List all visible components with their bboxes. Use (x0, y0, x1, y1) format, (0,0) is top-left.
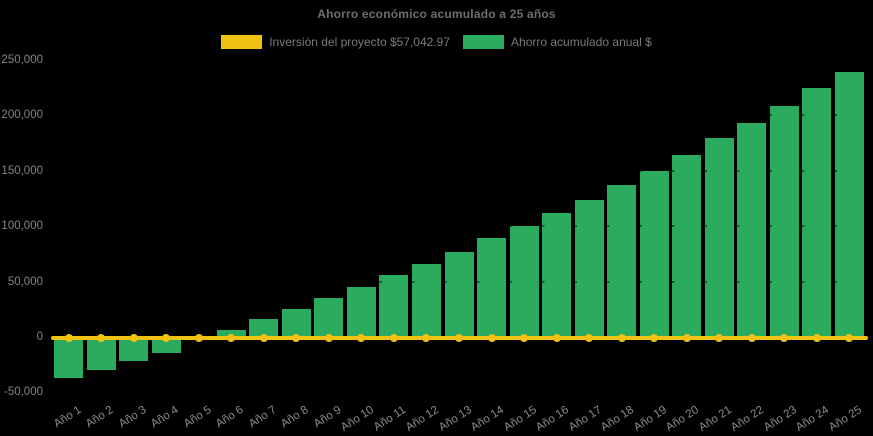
line-marker-ano-8 (292, 333, 301, 342)
line-marker-ano-13 (455, 333, 463, 342)
bar-ano-9 (314, 297, 344, 337)
x-axis-label-text: Año 3 (116, 404, 149, 431)
x-axis-label-text: Año 22 (729, 404, 767, 434)
x-axis-label-text: Año 12 (403, 404, 442, 434)
gridline (52, 169, 866, 172)
y-axis-label: 50,000 (7, 275, 43, 288)
x-axis-label-text: Año 7 (246, 404, 279, 431)
x-axis-label-text: Año 15 (501, 404, 539, 434)
x-axis-label-text: Año 17 (566, 404, 604, 434)
line-marker-ano-1 (64, 333, 73, 342)
line-marker-ano-9 (324, 333, 333, 342)
bar-ano-2 (86, 337, 116, 370)
bar-ano-18 (607, 185, 637, 337)
bar-ano-8 (281, 309, 311, 337)
bar-ano-1 (54, 337, 84, 379)
legend-label-investment: Inversión del proyecto $57,042.97 (269, 35, 451, 49)
line-marker-ano-24 (812, 333, 821, 342)
bar-ano-20 (672, 154, 702, 337)
line-marker-ano-25 (845, 333, 854, 342)
bar-ano-14 (477, 237, 507, 337)
line-marker-ano-12 (422, 333, 431, 342)
line-marker-ano-20 (682, 333, 691, 342)
chart-title: Ahorro económico acumulado a 25 años (317, 7, 556, 21)
x-axis-label-text: Año 18 (599, 404, 637, 434)
bar-ano-12 (411, 263, 441, 337)
bar-ano-24 (802, 88, 832, 337)
bar-ano-22 (737, 122, 767, 337)
x-axis-label-text: Año 8 (279, 404, 311, 431)
bar-ano-17 (574, 200, 604, 337)
legend-item-investment[interactable]: Inversión del proyecto $57,042.97 (221, 35, 450, 49)
gridline (52, 58, 866, 61)
y-axis-label: 100,000 (1, 220, 43, 233)
x-axis-label-text: Año 21 (696, 404, 734, 434)
line-marker-ano-17 (585, 333, 594, 342)
bar-ano-25 (834, 71, 864, 337)
x-axis-label-text: Año 25 (826, 404, 864, 434)
x-axis-label-text: Año 10 (338, 404, 376, 434)
line-marker-ano-2 (97, 333, 106, 342)
x-axis-label-text: Año 14 (468, 404, 507, 434)
line-marker-ano-16 (552, 333, 561, 342)
line-marker-ano-4 (162, 333, 171, 342)
y-axis-label: 250,000 (1, 53, 43, 66)
y-axis-label: -50,000 (3, 386, 43, 399)
line-marker-ano-21 (715, 333, 724, 342)
x-axis-label-text: Año 5 (181, 404, 214, 431)
chart-legend: Inversión del proyecto $57,042.97 Ahorro… (0, 35, 873, 49)
gridline (52, 225, 866, 228)
bar-ano-7 (249, 319, 279, 337)
x-axis-label-text: Año 11 (372, 404, 409, 434)
bar-ano-10 (346, 286, 376, 337)
bar-ano-23 (769, 105, 799, 337)
line-marker-ano-14 (487, 333, 496, 342)
y-axis-label: 200,000 (1, 109, 43, 122)
line-marker-ano-15 (520, 333, 529, 342)
line-marker-ano-3 (129, 333, 138, 342)
legend-label-savings: Ahorro acumulado anual $ (511, 35, 652, 49)
legend-item-savings[interactable]: Ahorro acumulado anual $ (463, 35, 652, 49)
line-marker-ano-11 (389, 333, 398, 342)
line-marker-ano-10 (357, 333, 366, 342)
y-axis-label: 150,000 (1, 164, 43, 177)
line-marker-ano-5 (194, 333, 203, 342)
bar-ano-15 (509, 226, 539, 337)
x-axis-label-text: Año 9 (311, 404, 344, 431)
bar-ano-19 (639, 170, 669, 337)
gridline (52, 280, 866, 283)
line-marker-ano-18 (617, 333, 626, 342)
line-marker-ano-6 (227, 333, 236, 342)
bar-ano-4 (151, 337, 181, 354)
bar-ano-16 (542, 213, 572, 337)
savings-swatch-icon (463, 35, 505, 49)
x-axis-label-text: Año 4 (149, 404, 181, 431)
x-axis-label-text: Año 16 (533, 404, 572, 434)
line-marker-ano-19 (650, 333, 659, 342)
x-axis-label-text: Año 1 (51, 404, 84, 431)
bar-ano-21 (704, 138, 734, 337)
bar-ano-13 (444, 252, 474, 337)
x-axis-label-text: Año 23 (761, 404, 799, 434)
x-axis-label-text: Año 24 (794, 404, 832, 434)
line-marker-ano-7 (259, 333, 268, 342)
line-marker-ano-23 (780, 333, 789, 342)
investment-swatch-icon (221, 35, 263, 49)
gridline (52, 114, 866, 117)
y-axis-label: 0 (36, 331, 43, 343)
bar-ano-11 (379, 274, 409, 337)
line-marker-ano-22 (747, 333, 756, 342)
x-axis-label-text: Año 2 (84, 404, 116, 431)
x-axis-label-text: Año 6 (214, 404, 246, 431)
x-axis-label-text: Año 20 (664, 404, 702, 434)
x-axis-label-text: Año 19 (631, 404, 669, 434)
gridline (52, 391, 866, 394)
x-axis-label-text: Año 13 (436, 404, 474, 434)
